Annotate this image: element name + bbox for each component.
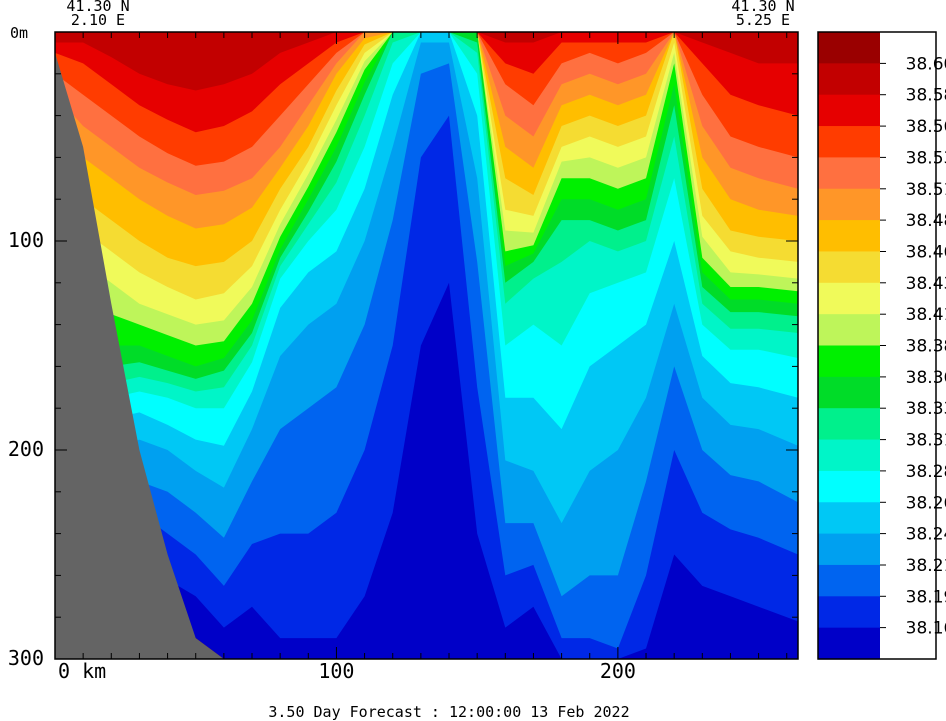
colorbar-label: 38.31: [906, 431, 946, 451]
y-tick-labels: 100 200 300: [8, 228, 44, 670]
colorbar-swatch: [818, 470, 880, 503]
colorbar-swatch: [818, 564, 880, 597]
colorbar-label: 38.43: [906, 274, 946, 294]
colorbar: 38.60 38.58 38.56 38.53 38.51 38.48 38.46 38.43…: [817, 31, 946, 660]
colorbar-swatch: [818, 94, 880, 127]
colorbar-label-panel: [880, 32, 936, 659]
salinity-contour-field: [55, 32, 798, 659]
colorbar-label: 38.46: [906, 243, 946, 263]
colorbar-label: 38.53: [906, 148, 946, 168]
y-tick-label: 100: [8, 228, 44, 252]
colorbar-swatch: [818, 188, 880, 221]
y-top-label: 0m: [10, 24, 28, 42]
x-tick-label: 100: [318, 659, 354, 683]
colorbar-label: 38.56: [906, 117, 946, 137]
colorbar-label: 38.21: [906, 556, 946, 576]
colorbar-frame: [817, 31, 937, 660]
colorbar-label: 38.41: [906, 305, 946, 325]
colorbar-swatch: [818, 408, 880, 441]
colorbar-swatch: [818, 282, 880, 315]
colorbar-label: 38.26: [906, 493, 946, 513]
colorbar-label: 38.24: [906, 525, 946, 545]
axis-ticks: [55, 32, 798, 659]
end-lon-label: 5.25 E: [736, 11, 790, 29]
colorbar-swatch: [818, 502, 880, 535]
colorbar-swatch: [818, 596, 880, 629]
colorbar-label: 38.48: [906, 211, 946, 231]
bathymetry-land: [55, 52, 798, 659]
start-lat-label: 41.30 N: [66, 0, 129, 15]
colorbar-swatch: [818, 157, 880, 190]
colorbar-swatch: [818, 314, 880, 347]
start-lon-label: 2.10 E: [71, 11, 125, 29]
end-lat-label: 41.30 N: [731, 0, 794, 15]
colorbar-label: 38.19: [906, 587, 946, 607]
colorbar-swatch: [818, 63, 880, 96]
plot-frame: [54, 31, 799, 660]
colorbar-label: 38.38: [906, 337, 946, 357]
colorbar-swatch: [818, 376, 880, 409]
colorbar-swatch: [818, 439, 880, 472]
x-tick-label: 200: [600, 659, 636, 683]
y-tick-label: 300: [8, 646, 44, 670]
y-tick-label: 200: [8, 437, 44, 461]
colorbar-label: 38.33: [906, 399, 946, 419]
colorbar-swatch: [818, 533, 880, 566]
colorbar-label: 38.51: [906, 180, 946, 200]
colorbar-swatch: [818, 251, 880, 284]
colorbar-label: 38.36: [906, 368, 946, 388]
colorbar-swatch: [818, 627, 880, 660]
band-1: [55, 32, 798, 91]
colorbar-label: 38.16: [906, 619, 946, 639]
x-unit-label: 0 km: [58, 659, 106, 683]
colorbar-swatch: [818, 126, 880, 158]
colorbar-swatch: [818, 345, 880, 378]
colorbar-swatch: [818, 32, 880, 64]
colorbar-label: 38.60: [906, 54, 946, 74]
forecast-footer: 3.50 Day Forecast : 12:00:00 13 Feb 2022: [268, 703, 629, 721]
x-tick-labels: 100 200: [318, 659, 636, 683]
colorbar-label: 38.28: [906, 462, 946, 482]
colorbar-label: 38.58: [906, 86, 946, 106]
colorbar-swatch: [818, 220, 880, 253]
